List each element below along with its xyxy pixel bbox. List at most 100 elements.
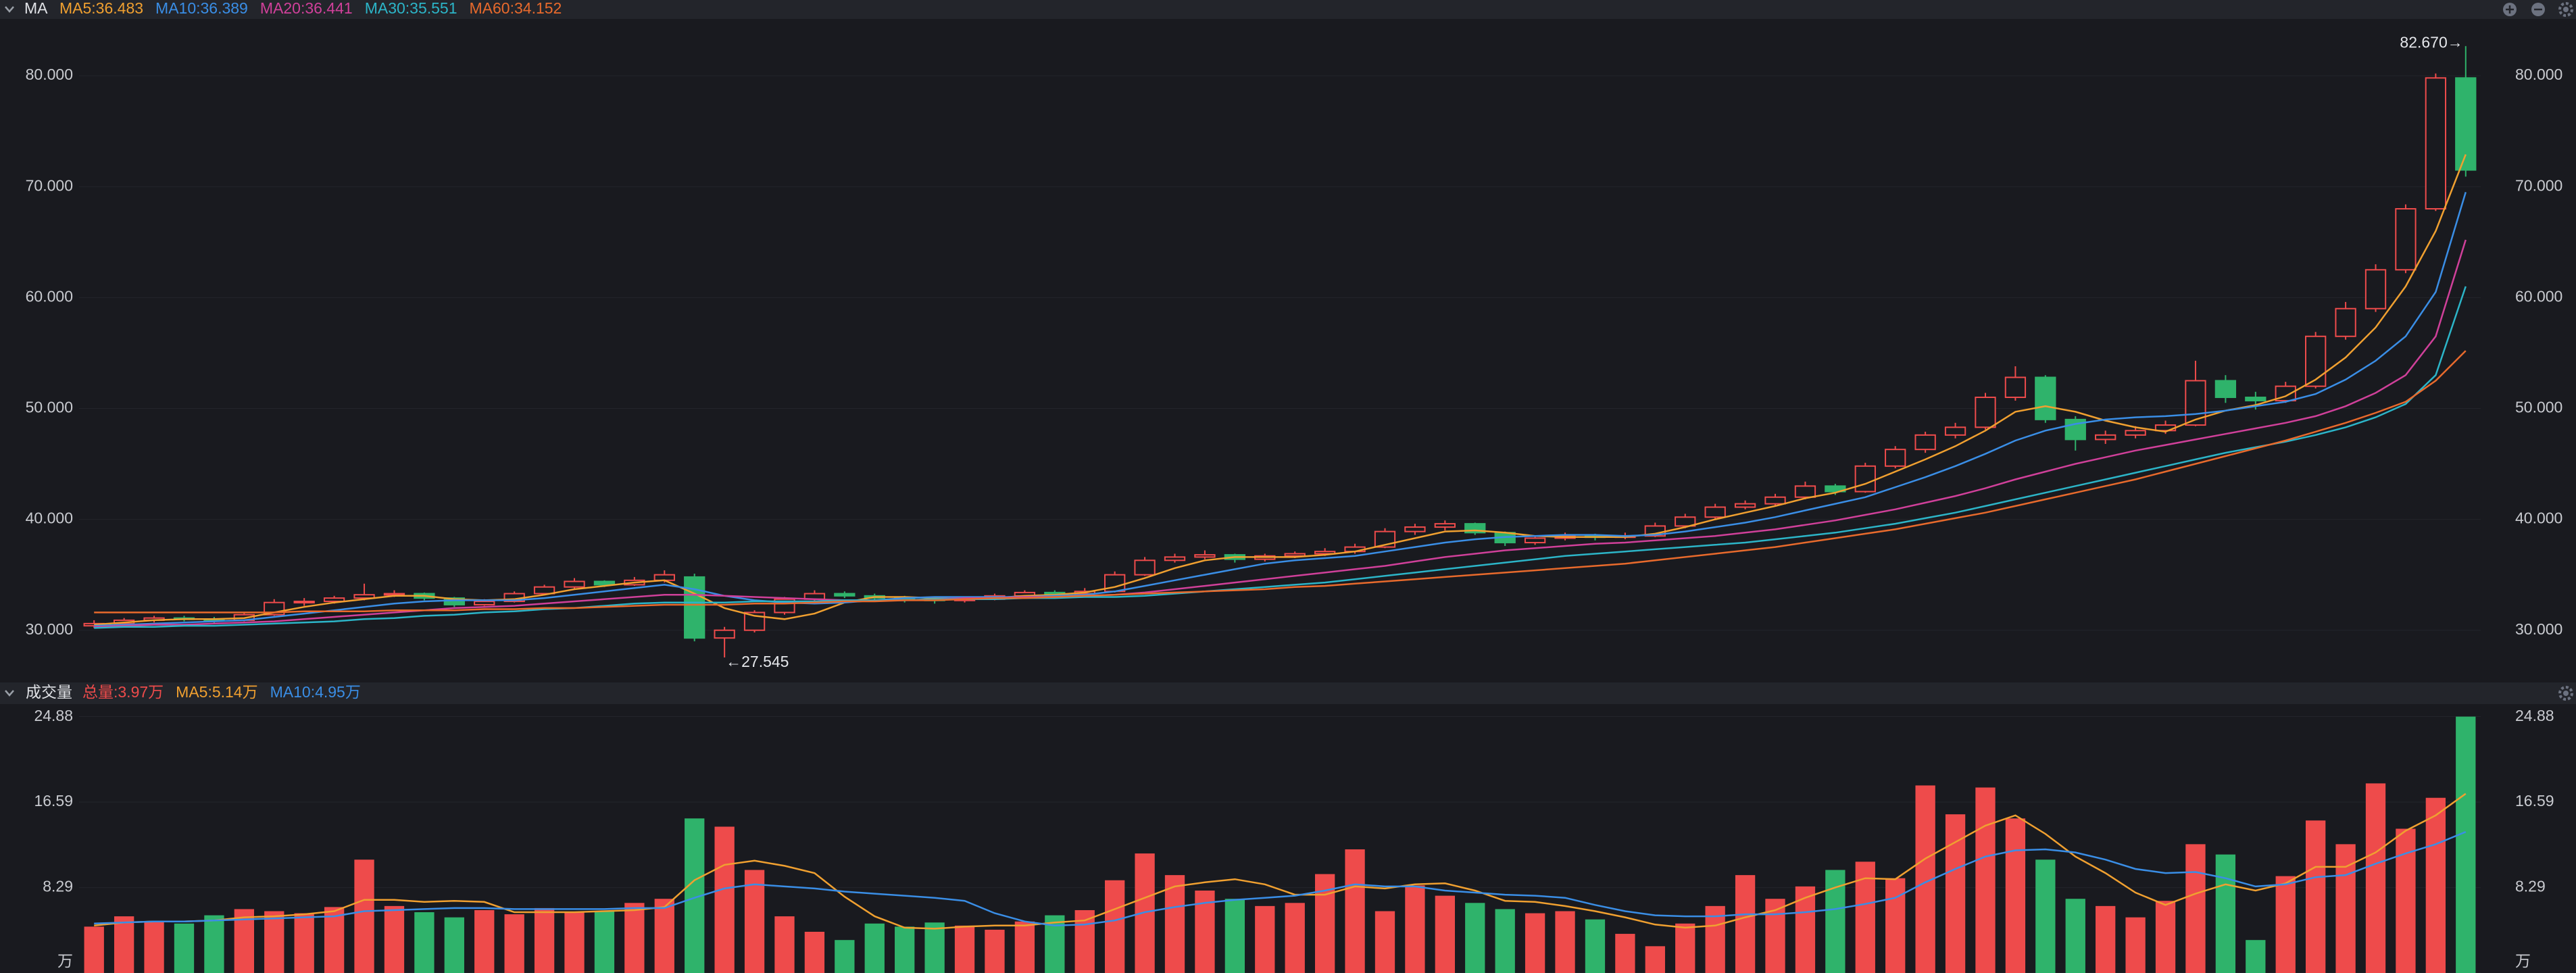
candle-body: [2185, 380, 2206, 426]
y-tick-label-right: 70.000: [2515, 176, 2562, 194]
volume-bar: [1735, 875, 1756, 973]
volume-bar: [534, 907, 555, 973]
candle-body: [1885, 449, 1906, 467]
volume-bar: [624, 903, 645, 973]
volume-bar: [2065, 899, 2085, 973]
legend-entry: MA5:36.483: [59, 0, 143, 17]
y-tick-label-right: 80.000: [2515, 66, 2562, 83]
zoom-in-button[interactable]: [2503, 3, 2517, 16]
y-tick-label-right: 16.59: [2515, 792, 2554, 809]
candle-body: [2064, 418, 2086, 441]
settings-button[interactable]: [2558, 2, 2573, 17]
candle-body: [743, 612, 766, 631]
volume-bar: [2096, 905, 2116, 973]
candle-body: [1164, 556, 1186, 562]
volume-bar: [504, 914, 524, 973]
volume-bar: [2306, 820, 2326, 973]
y-tick-label: 16.59: [34, 792, 73, 809]
volume-bar: [1465, 903, 1485, 973]
settings-button[interactable]: [2558, 686, 2573, 701]
candle-body: [353, 594, 375, 599]
y-tick-label: 30.000: [26, 620, 73, 638]
volume-bar: [384, 905, 405, 973]
candle-body: [1914, 434, 1936, 451]
candle-body: [1794, 485, 1816, 498]
volume-bar: [1224, 899, 1245, 973]
volume-bar: [864, 923, 885, 973]
legend-entry: MA10:4.95万: [270, 683, 361, 701]
candle-body: [2095, 434, 2116, 441]
candle-body: [1825, 485, 1846, 493]
volume-bar: [1675, 923, 1695, 973]
volume-bar: [1435, 895, 1455, 973]
legend-entry: MA30:35.551: [365, 0, 457, 17]
candle-body: [714, 629, 735, 639]
volume-bar: [895, 926, 915, 973]
candle-body: [834, 593, 856, 597]
volume-bar: [1525, 913, 1545, 973]
volume-bar: [2125, 917, 2146, 973]
candle-body: [323, 597, 345, 603]
y-tick-label-right: 8.29: [2515, 878, 2546, 895]
candle-body: [1524, 537, 1546, 544]
volume-bar: [474, 909, 495, 973]
volume-bar: [324, 907, 345, 973]
candle-body: [2305, 335, 2327, 387]
candle-body: [533, 586, 555, 595]
volume-bar: [1285, 903, 1305, 973]
y-tick-label: 8.29: [43, 878, 73, 895]
candle-body: [1314, 551, 1336, 555]
volume-summary: 总量:3.97万: [82, 683, 164, 701]
candle-body: [2214, 380, 2237, 399]
volume-bar: [1105, 880, 1125, 973]
y-tick-label: 50.000: [26, 399, 73, 416]
candle-body: [1434, 523, 1456, 528]
candle-body: [1764, 496, 1786, 505]
volume-bar: [594, 911, 615, 973]
volume-bar: [1705, 905, 1725, 973]
candle-body: [1704, 506, 1726, 518]
volume-bar: [1014, 921, 1035, 973]
volume-bar: [744, 870, 765, 973]
candle-body: [593, 580, 616, 586]
ma-line: [94, 830, 2467, 927]
zoom-out-button[interactable]: [2531, 3, 2545, 16]
y-tick-label-right: 24.88: [2515, 707, 2554, 724]
legend-entry: MA5:5.14万: [176, 683, 257, 701]
volume-bar: [114, 916, 134, 973]
candle-body: [1944, 426, 1966, 436]
candle-body: [2364, 269, 2387, 309]
volume-bar: [1615, 934, 1635, 973]
collapse-icon[interactable]: [5, 690, 14, 697]
y-tick-label-right: 30.000: [2515, 620, 2562, 638]
candle-body: [684, 576, 705, 639]
collapse-icon[interactable]: [5, 6, 14, 13]
candle-body: [1404, 526, 1426, 532]
ma-line: [94, 793, 2467, 930]
volume-bar: [444, 917, 464, 973]
price-annotation: ←27.545: [726, 653, 789, 670]
candle-body: [1194, 554, 1216, 558]
volume-bar: [1555, 911, 1575, 973]
price-annotation: 82.670→: [2400, 33, 2462, 51]
volume-bar: [294, 913, 314, 973]
legend-entry: MA20:36.441: [260, 0, 353, 17]
candle-body: [1854, 465, 1876, 493]
volume-bar: [1585, 919, 1606, 973]
volume-bar: [2425, 797, 2446, 973]
volume-bar: [144, 921, 164, 973]
volume-header-bar: [0, 682, 2576, 704]
y-tick-label-right: 40.000: [2515, 509, 2562, 527]
legend-entry: MA10:36.389: [155, 0, 248, 17]
candle-body: [2395, 208, 2417, 271]
volume-bar: [1945, 814, 1966, 973]
volume-bar: [1405, 885, 1425, 973]
volume-bar: [1795, 886, 1816, 973]
candle-body: [2125, 430, 2146, 436]
volume-bar: [1645, 946, 1665, 973]
volume-bar: [985, 929, 1005, 973]
volume-bar: [2396, 828, 2416, 973]
volume-bar: [1374, 911, 1395, 973]
